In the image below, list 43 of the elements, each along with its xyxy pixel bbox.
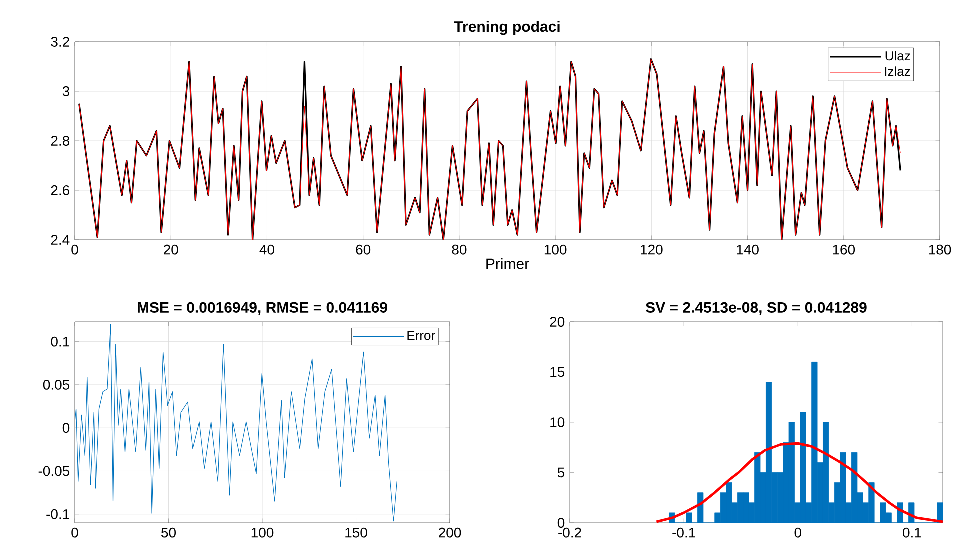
y-tick-label: 20: [550, 317, 565, 327]
y-tick-label: 2.4: [51, 235, 70, 245]
x-tick-label: 160: [833, 244, 856, 255]
x-tick-label: -0.2: [558, 528, 582, 538]
y-tick-label: 2.6: [51, 186, 70, 196]
line-series: [655, 442, 944, 523]
y-tick-label: 3: [62, 86, 70, 96]
y-tick-label: 0.05: [43, 380, 70, 390]
x-tick-label: 180: [929, 244, 952, 255]
y-tick-label: 3.2: [51, 37, 70, 47]
x-tick-label: 200: [439, 528, 462, 538]
y-tick-label: -0.05: [38, 466, 70, 476]
x-tick-label: 120: [641, 244, 663, 255]
x-tick-label: 0.1: [903, 528, 922, 538]
legend-label: Izlaz: [885, 66, 910, 76]
x-tick-label: 60: [356, 244, 371, 255]
y-tick-label: 2.8: [51, 136, 70, 146]
y-tick-label: 10: [550, 418, 565, 428]
x-tick-label: 0: [72, 244, 78, 255]
y-tick-label: 5: [558, 468, 565, 478]
x-tick-label: 80: [452, 244, 467, 255]
legend-label: Ulaz: [886, 51, 910, 61]
x-tick-label: 100: [544, 244, 567, 255]
x-tick-label: 20: [164, 244, 178, 255]
y-tick-label: 15: [550, 367, 565, 378]
x-tick-label: 50: [162, 528, 176, 538]
legend-label: Error: [408, 331, 436, 340]
line-series: [75, 324, 398, 522]
x-axis-title: Primer: [486, 258, 530, 270]
x-tick-label: 0: [794, 528, 802, 538]
chart-title: MSE = 0.0016949, RMSE = 0.041169: [138, 302, 388, 316]
x-tick-label: 150: [346, 528, 368, 538]
x-tick-label: 100: [252, 528, 274, 538]
x-tick-label: 0: [72, 528, 78, 538]
x-tick-label: 40: [260, 244, 274, 255]
y-tick-label: 0: [62, 423, 70, 434]
chart-title: Trening podaci: [454, 21, 560, 36]
chart-title: SV = 2.4513e-08, SD = 0.041289: [646, 302, 867, 316]
x-tick-label: -0.1: [672, 528, 696, 538]
y-tick-label: 0.1: [51, 336, 70, 347]
y-tick-label: -0.1: [46, 509, 70, 520]
y-tick-label: 0: [558, 518, 565, 528]
x-tick-label: 140: [737, 244, 759, 255]
